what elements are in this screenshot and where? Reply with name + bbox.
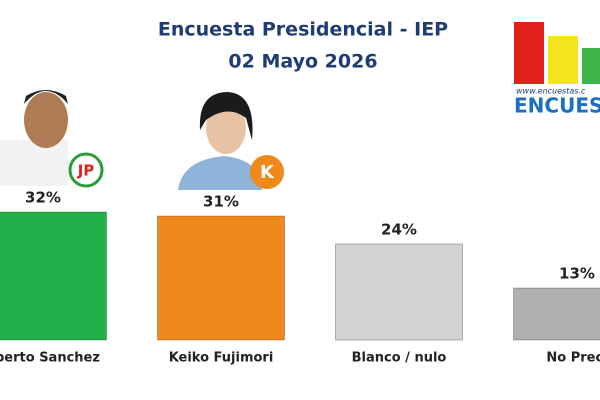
bar (157, 215, 285, 341)
value-label: 24% (381, 221, 417, 239)
logo: www.encuestas.c ENCUES (514, 22, 600, 118)
logo-bar (548, 36, 578, 84)
value-label: 31% (203, 193, 239, 211)
party-logo (68, 152, 104, 188)
candidate-photo: JP (0, 90, 104, 188)
x-tick-label: oberto Sanchez (0, 351, 100, 366)
candidate-photo: K (178, 92, 284, 190)
logo-bar (582, 48, 600, 84)
hair (199, 92, 253, 140)
bar (335, 243, 463, 341)
bar (0, 211, 107, 341)
logo-bar (514, 22, 544, 84)
party-logo-text: JP (77, 162, 95, 180)
value-label: 13% (559, 265, 595, 283)
hair (24, 90, 68, 104)
face (24, 92, 68, 148)
party-logo (250, 155, 284, 189)
party-logo-text: K (260, 162, 275, 183)
logo-name: ENCUES (514, 94, 600, 118)
face (206, 102, 246, 154)
chart-title: Encuesta Presidencial - IEP (158, 19, 448, 41)
x-tick-label: Blanco / nulo (352, 351, 447, 366)
bar (513, 287, 600, 341)
shirt (0, 140, 68, 186)
chart-subtitle: 02 Mayo 2026 (228, 51, 377, 73)
shirt (178, 156, 262, 190)
value-label: 32% (25, 189, 61, 207)
logo-url: www.encuestas.c (516, 87, 586, 96)
x-tick-label: No Preci (546, 351, 600, 366)
x-tick-label: Keiko Fujimori (169, 351, 274, 366)
